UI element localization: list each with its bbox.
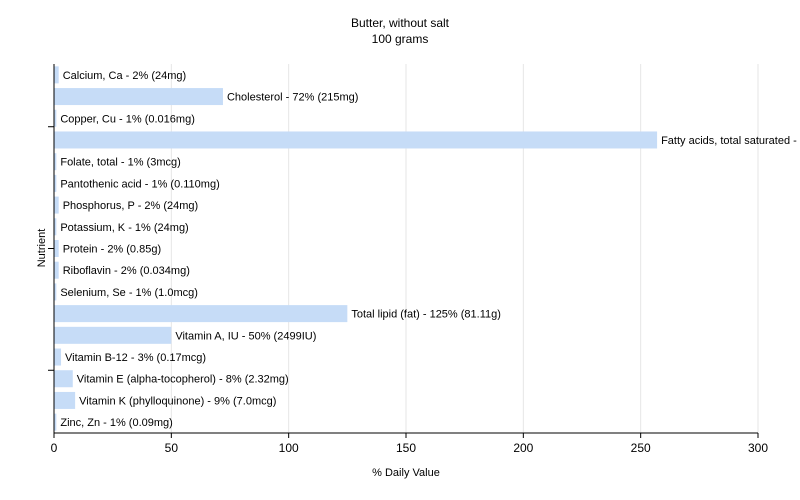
bar [54,391,76,409]
bar-label: Pantothenic acid - 1% (0.110mg) [60,178,219,190]
bar-label: Calcium, Ca - 2% (24mg) [63,70,186,82]
y-axis-label: Nutrient [36,229,48,268]
bar-label: Selenium, Se - 1% (1.0mcg) [60,287,198,299]
bar [54,261,59,279]
bar-label: Cholesterol - 72% (215mg) [227,92,358,104]
bar-label: Phosphorus, P - 2% (24mg) [63,200,199,212]
bars [54,66,658,431]
bar [54,283,57,301]
bar-label: Copper, Cu - 1% (0.016mg) [60,113,195,125]
bar [54,109,57,127]
bar [54,413,57,431]
bar-label: Fatty acids, total saturated - 257% (51.… [661,135,800,147]
bar-label: Vitamin E (alpha-tocopherol) - 8% (2.32m… [77,374,289,386]
x-tick-label: 300 [748,441,768,455]
chart-subtitle: 100 grams [371,32,429,46]
bar-labels: Calcium, Ca - 2% (24mg) Cholesterol - 72%… [60,70,800,429]
bar-label: Zinc, Zn - 1% (0.09mg) [60,417,172,429]
bar [54,218,57,236]
x-tick-label: 0 [51,441,58,455]
bar [54,348,62,366]
bar [54,66,59,84]
bar-label: Vitamin A, IU - 50% (2499IU) [175,330,316,342]
bar [54,305,348,323]
x-tick-label: 250 [631,441,651,455]
bar [54,131,658,149]
grid-lines [170,64,759,433]
x-tick-label: 100 [279,441,299,455]
bar-label: Folate, total - 1% (3mcg) [60,157,180,169]
bar [54,88,223,106]
bar-label: Riboflavin - 2% (0.034mg) [63,265,190,277]
bar [54,370,73,388]
x-axis-label: % Daily Value [372,467,440,479]
bar [54,153,57,171]
bar [54,326,172,344]
axes: 0 50 100 150 200 250 300 [48,64,768,455]
bar-label: Total lipid (fat) - 125% (81.11g) [351,309,501,321]
x-tick-label: 50 [165,441,179,455]
chart-title: Butter, without salt [350,16,450,30]
x-tick-label: 150 [396,441,416,455]
bar-label: Potassium, K - 1% (24mg) [60,222,188,234]
x-tick-label: 200 [513,441,533,455]
bar-label: Protein - 2% (0.85g) [63,244,161,256]
bar [54,174,57,192]
bar-label: Vitamin B-12 - 3% (0.17mcg) [65,352,206,364]
bar [54,196,59,214]
bar [54,240,59,257]
bar-label: Vitamin K (phylloquinone) - 9% (7.0mcg) [79,395,276,407]
